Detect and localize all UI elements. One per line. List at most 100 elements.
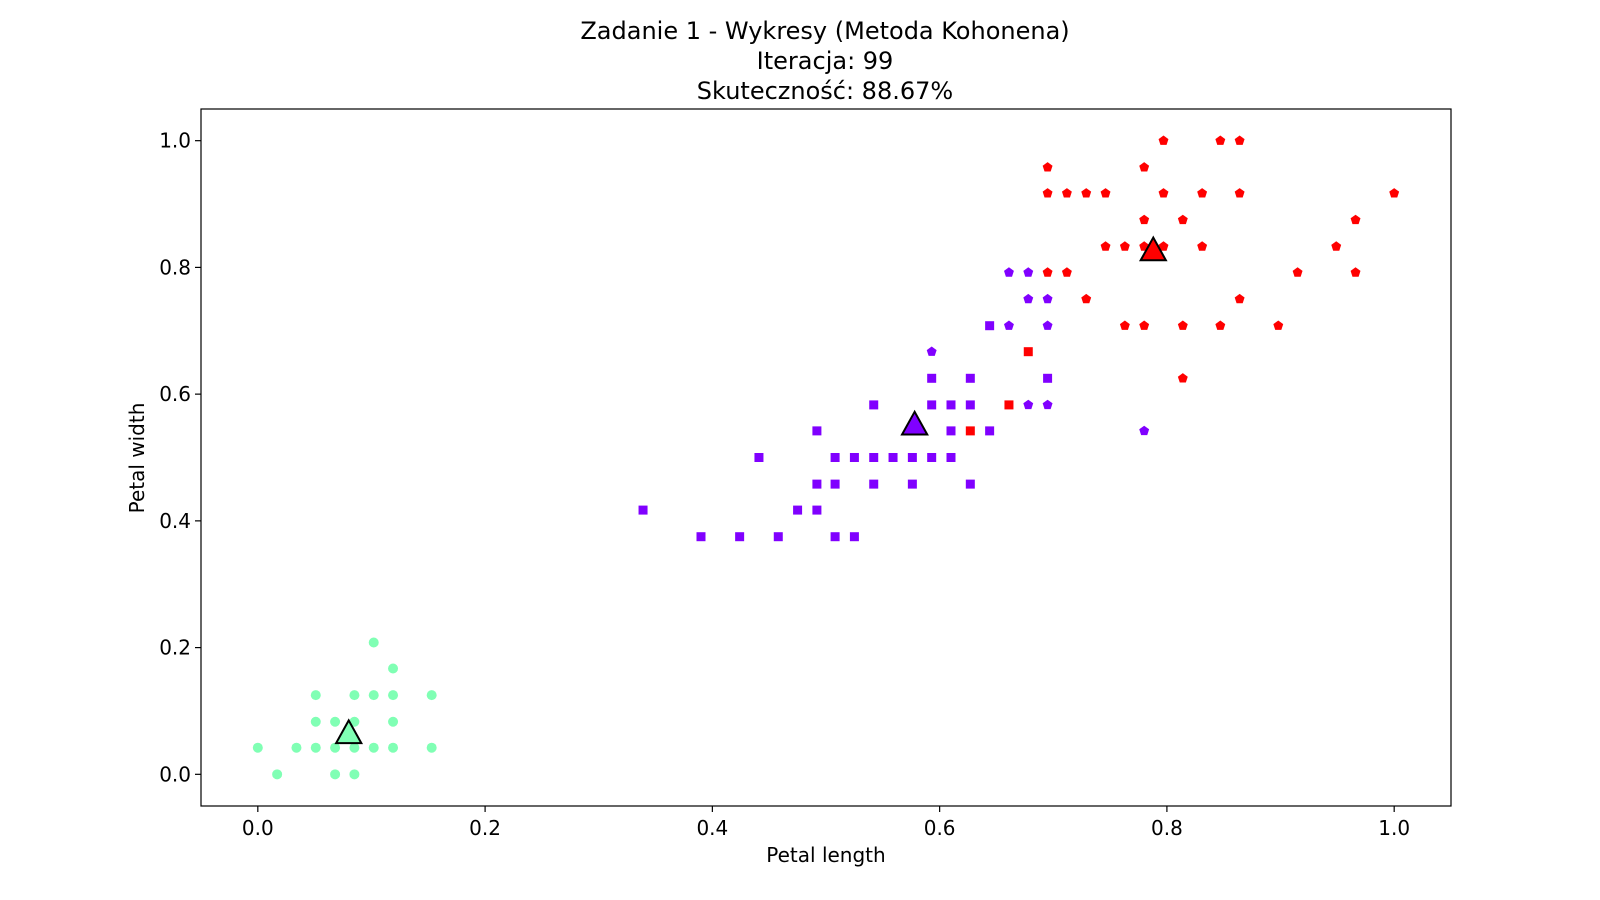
data-point-pentagon-red	[1197, 188, 1208, 198]
title-line-2: Iteracja: 99	[757, 47, 894, 75]
data-point-square-purple	[773, 532, 783, 542]
data-point-square-red	[1023, 347, 1033, 357]
data-point-square-purple	[965, 400, 975, 410]
data-point-pentagon-red	[1234, 188, 1245, 198]
x-tick-label: 1.0	[1378, 816, 1410, 840]
x-tick-label: 0.0	[242, 816, 274, 840]
data-point-circle-green	[426, 742, 437, 753]
data-point-pentagon-red	[1042, 188, 1053, 198]
data-point-pentagon-red	[1331, 241, 1342, 251]
data-point-pentagon-red	[1273, 320, 1284, 330]
chart-title: Zadanie 1 - Wykresy (Metoda Kohonena) It…	[580, 17, 1069, 105]
data-point-square-purple	[965, 479, 975, 489]
data-point-circle-green	[388, 690, 399, 701]
data-point-circle-green	[388, 716, 399, 727]
data-point-circle-green	[368, 637, 379, 648]
data-point-circle-green	[349, 742, 360, 753]
data-point-pentagon-red	[1215, 320, 1226, 330]
data-point-pentagon-red	[1389, 188, 1400, 198]
data-point-pentagon-purple	[1023, 399, 1034, 410]
data-point-square-purple	[985, 321, 995, 331]
data-point-circle-green	[330, 769, 341, 780]
data-point-square-purple	[735, 532, 745, 542]
data-point-square-purple	[1043, 373, 1053, 383]
data-point-pentagon-red	[1350, 214, 1361, 225]
plot-area	[252, 135, 1400, 780]
data-point-pentagon-red	[1197, 241, 1208, 251]
data-point-pentagon-purple	[1139, 425, 1150, 436]
data-point-circle-green	[330, 716, 341, 727]
data-point-square-purple	[907, 479, 917, 489]
data-point-circle-green	[368, 690, 379, 701]
data-point-pentagon-red	[1061, 188, 1072, 198]
data-point-square-purple	[830, 532, 840, 542]
data-point-pentagon-red	[1081, 188, 1092, 198]
data-point-circle-green	[368, 742, 379, 753]
centroid-triangle-green	[334, 718, 364, 745]
data-point-square-purple	[985, 426, 995, 436]
data-point-pentagon-red	[1177, 320, 1188, 330]
data-point-square-purple	[965, 373, 975, 383]
plot-frame	[200, 108, 1452, 807]
data-point-circle-green	[310, 716, 321, 727]
data-point-square-purple	[812, 479, 822, 489]
y-axis-label: Petal width	[125, 403, 149, 514]
data-point-square-red	[965, 426, 975, 436]
data-point-pentagon-purple	[1023, 293, 1034, 304]
data-point-pentagon-red	[1042, 267, 1053, 277]
data-point-square-purple	[946, 400, 956, 410]
data-point-pentagon-red	[1234, 293, 1245, 304]
data-point-pentagon-red	[1234, 135, 1245, 145]
data-point-pentagon-red	[1042, 162, 1053, 172]
y-tick-label: 0.8	[159, 255, 191, 279]
data-point-square-purple	[830, 479, 840, 489]
data-point-circle-green	[252, 742, 263, 753]
y-tick-label: 0.4	[159, 509, 191, 533]
data-point-pentagon-red	[1158, 241, 1169, 251]
data-point-pentagon-red	[1292, 267, 1303, 277]
data-point-circle-green	[349, 690, 360, 701]
data-point-pentagon-red	[1350, 267, 1361, 277]
data-point-square-purple	[793, 505, 803, 515]
data-point-square-purple	[849, 453, 859, 462]
data-point-square-purple	[869, 479, 879, 489]
data-point-circle-green	[291, 742, 302, 753]
y-tick-label: 0.2	[159, 636, 191, 660]
data-point-square-red	[1004, 400, 1014, 410]
data-point-square-purple	[946, 426, 956, 436]
title-line-3: Skuteczność: 88.67%	[697, 77, 953, 105]
data-point-square-purple	[869, 400, 879, 410]
data-point-pentagon-red	[1158, 188, 1169, 198]
title-line-1: Zadanie 1 - Wykresy (Metoda Kohonena)	[580, 17, 1069, 45]
data-point-circle-green	[330, 742, 341, 753]
data-point-square-purple	[888, 453, 898, 462]
data-point-square-purple	[927, 373, 937, 383]
data-point-square-purple	[869, 453, 879, 462]
data-point-pentagon-red	[1215, 135, 1226, 145]
data-point-square-purple	[812, 426, 822, 436]
y-tick-label: 0.6	[159, 382, 191, 406]
data-point-pentagon-red	[1177, 373, 1188, 383]
data-point-square-purple	[927, 400, 937, 410]
x-tick-label: 0.6	[924, 816, 956, 840]
data-point-circle-green	[388, 663, 399, 674]
data-point-pentagon-red	[1100, 241, 1111, 251]
data-point-pentagon-red	[1139, 320, 1150, 330]
data-point-pentagon-purple	[926, 346, 937, 356]
data-point-pentagon-purple	[1023, 267, 1034, 277]
data-point-pentagon-purple	[1042, 293, 1053, 304]
y-tick-label: 1.0	[159, 129, 191, 153]
data-point-pentagon-purple	[1042, 399, 1053, 410]
axis-ticks: 0.0 0.2 0.4 0.6 0.8 1.0 0.0 0.2 0.4 0.6 0.8 1.0	[159, 129, 1410, 840]
data-point-pentagon-purple	[1004, 320, 1014, 330]
data-point-pentagon-red	[1139, 162, 1150, 172]
data-point-pentagon-red	[1061, 267, 1072, 277]
data-point-circle-green	[426, 690, 437, 701]
data-point-square-purple	[812, 505, 822, 515]
data-point-pentagon-red	[1177, 214, 1188, 225]
data-point-square-purple	[849, 532, 859, 542]
x-tick-label: 0.2	[469, 816, 501, 840]
data-point-pentagon-purple	[1004, 267, 1014, 277]
data-point-pentagon-red	[1139, 214, 1150, 225]
